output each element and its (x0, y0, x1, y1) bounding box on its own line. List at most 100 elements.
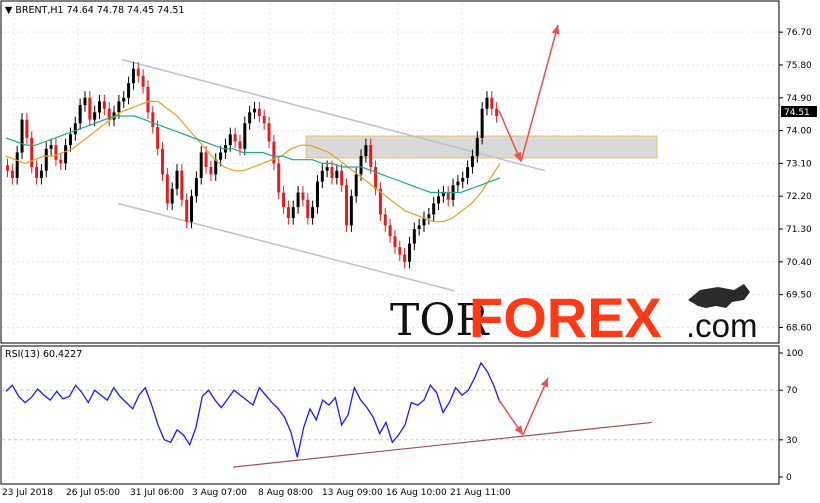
candle-body (214, 159, 218, 175)
candle-body (93, 112, 97, 120)
candle-body (427, 214, 431, 219)
rsi-forecast-down-arrow-head (514, 425, 523, 435)
candle-body (54, 145, 58, 160)
rsi-forecast-up-arrow-head (540, 377, 549, 388)
candle-body (485, 97, 489, 109)
moving-average-fast (5, 100, 501, 223)
candle-body (25, 119, 29, 138)
rsi-support-trendline (232, 421, 653, 468)
channel-lower-line (117, 202, 456, 292)
time-tick-label: 21 Aug 11:00 (450, 488, 511, 498)
candle-body (349, 196, 353, 226)
chart-symbol-header: ▼ BRENT,H1 74.64 74.78 74.45 74.51 (5, 5, 184, 16)
candle-body (180, 170, 184, 200)
candle-body (107, 108, 111, 120)
candle-body (228, 134, 232, 146)
rsi-y-axis: 100 70 30 0 (779, 349, 803, 483)
candle-body (315, 181, 319, 208)
rsi-tick-label: 100 (786, 349, 803, 359)
time-x-axis: 23 Jul 2018 26 Jul 05:00 31 Jul 06:00 3 Aug… (2, 488, 511, 498)
candle-body (369, 145, 373, 168)
candle-body (73, 123, 77, 135)
rsi-panel-frame (0, 345, 780, 485)
rsi-tick-label: 70 (786, 386, 798, 396)
candle-body (475, 137, 479, 157)
price-tick-label: 72.20 (786, 192, 812, 202)
candle-body (204, 152, 208, 168)
candle-body (364, 145, 368, 157)
candle-body (117, 101, 121, 113)
candle-body (446, 192, 450, 200)
candlestick-series (6, 62, 499, 269)
price-y-axis: 76.70 75.80 74.90 74.00 73.10 72.20 71.30 70.40… (779, 28, 812, 333)
time-tick-label: 8 Aug 08:00 (258, 488, 313, 498)
price-panel-frame (0, 0, 780, 344)
time-tick-label: 23 Jul 2018 (2, 488, 53, 498)
candle-body (378, 188, 382, 215)
candle-body (277, 163, 281, 193)
candle-body (340, 170, 344, 186)
candle-body (282, 192, 286, 208)
forecast-arrows-price (498, 24, 560, 162)
price-grid (2, 3, 778, 342)
candle-body (311, 207, 315, 219)
candle-body (354, 174, 358, 197)
candle-body (417, 225, 421, 229)
forecast-down-arrow (498, 110, 522, 162)
candle-body (175, 170, 179, 189)
candle-body (306, 199, 310, 219)
candle-body (466, 167, 470, 178)
candle-body (98, 101, 102, 113)
candle-body (151, 112, 155, 127)
forecast-up-arrow-head (551, 24, 560, 35)
candle-body (10, 170, 14, 178)
candle-body (398, 247, 402, 255)
candle-body (325, 167, 329, 171)
candle-body (456, 181, 460, 186)
candle-body (190, 196, 194, 222)
candle-body (170, 188, 174, 204)
rsi-tick-label: 30 (786, 436, 798, 446)
time-tick-label: 13 Aug 09:00 (322, 488, 383, 498)
candle-body (374, 167, 378, 189)
candle-body (301, 192, 305, 200)
candle-body (20, 119, 24, 153)
price-tick-label: 75.80 (786, 61, 812, 71)
candle-body (412, 229, 416, 244)
candle-body (15, 152, 19, 178)
candle-body (461, 177, 465, 182)
rsi-forecast-up-arrow (522, 377, 549, 436)
candle-body (194, 177, 198, 197)
candle-body (267, 123, 271, 142)
candle-body (141, 75, 145, 87)
time-tick-label: 31 Jul 06:00 (130, 488, 184, 498)
candle-body (441, 192, 445, 197)
candle-body (59, 159, 63, 164)
candle-body (393, 236, 397, 248)
logo-text-forex: FOREX (469, 286, 662, 349)
collapse-arrow-icon: ▼ (5, 5, 15, 16)
candle-body (209, 167, 213, 175)
candle-body (272, 141, 276, 164)
rsi-header: RSI(13) 60.4227 (5, 349, 82, 360)
candle-body (403, 254, 407, 262)
candle-body (359, 156, 363, 175)
symbol-title: BRENT,H1 (15, 5, 63, 16)
candle-body (437, 196, 441, 204)
candle-body (248, 112, 252, 124)
candle-body (127, 83, 131, 98)
forecast-arrows-rsi (498, 377, 549, 436)
logo-text-tor: TOR (390, 295, 490, 346)
torforex-logo: TOR FOREX .com (390, 284, 758, 349)
candle-body (335, 170, 339, 178)
candle-body (422, 218, 426, 226)
price-tick-label: 76.70 (786, 28, 812, 38)
candle-body (388, 225, 392, 237)
candle-body (407, 243, 411, 262)
candle-body (262, 116, 266, 124)
price-tick-label: 69.50 (786, 291, 812, 301)
candle-body (6, 165, 9, 171)
candle-body (296, 192, 300, 208)
candle-body (291, 207, 295, 219)
